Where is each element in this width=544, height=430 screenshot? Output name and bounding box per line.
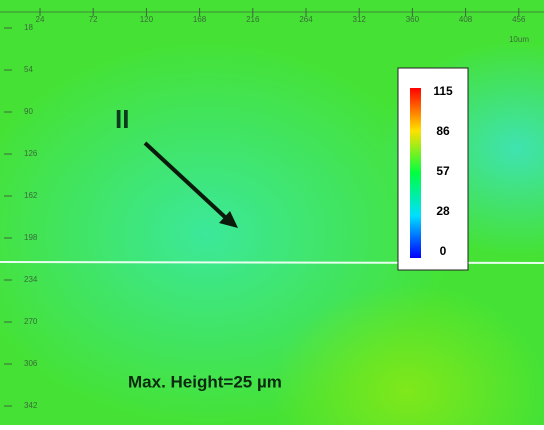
top-tick-label: 216: [246, 15, 260, 24]
colorbar-label: 0: [440, 244, 447, 258]
colorbar-label: 57: [436, 164, 450, 178]
left-tick-label: 306: [24, 359, 38, 368]
left-tick-label: 126: [24, 149, 38, 158]
top-tick-label: 360: [406, 15, 420, 24]
top-tick-label: 312: [353, 15, 367, 24]
caption: Max. Height=25 µm: [128, 372, 282, 391]
top-tick-label: 264: [299, 15, 313, 24]
left-tick-label: 90: [24, 107, 33, 116]
colorbar-label: 115: [433, 84, 453, 98]
top-tick-label: 408: [459, 15, 473, 24]
top-tick-label: 72: [89, 15, 98, 24]
scale-unit: 10um: [509, 35, 529, 44]
left-tick-label: 18: [24, 23, 33, 32]
colorbar-label: 28: [436, 204, 450, 218]
height-map: 24 72 120 168 216 264 312 360 408 456 18 54 90 126 162…: [0, 0, 544, 425]
page: 24 72 120 168 216 264 312 360 408 456 18 54 90 126 162…: [0, 0, 544, 425]
left-tick-label: 54: [24, 65, 33, 74]
top-tick-label: 24: [36, 15, 45, 24]
colorbar-label: 86: [436, 124, 450, 138]
top-tick-label: 456: [512, 15, 526, 24]
left-tick-label: 234: [24, 275, 38, 284]
left-tick-label: 198: [24, 233, 38, 242]
left-tick-label: 162: [24, 191, 38, 200]
left-tick-label: 342: [24, 401, 38, 410]
colorbar: [410, 88, 421, 258]
annotation: II: [115, 104, 129, 134]
top-tick-label: 120: [140, 15, 154, 24]
left-tick-label: 270: [24, 317, 38, 326]
colorbar-box: [398, 68, 468, 270]
top-tick-label: 168: [193, 15, 207, 24]
